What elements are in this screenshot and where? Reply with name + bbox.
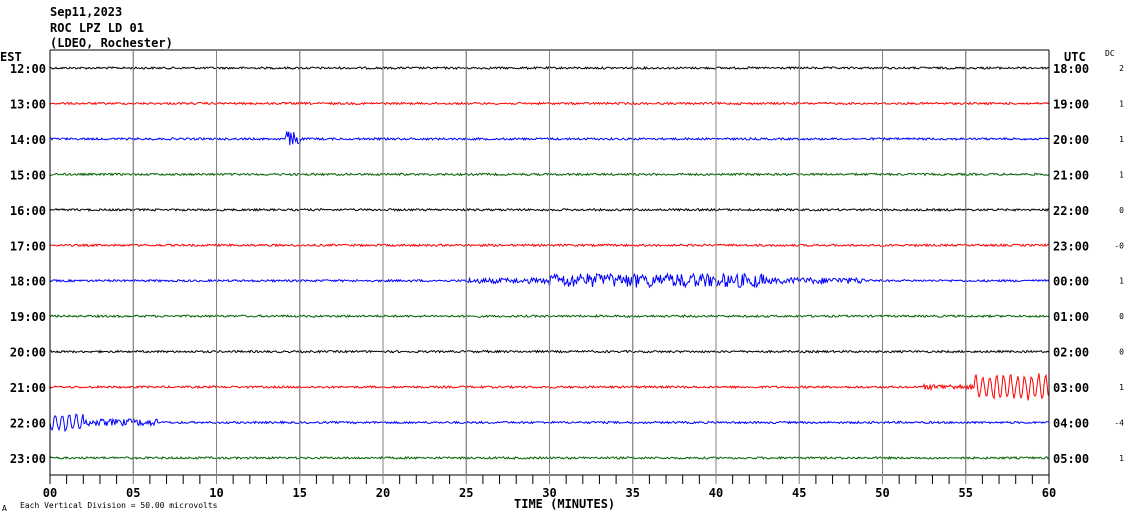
utc-row-label: 05:00: [1053, 452, 1089, 466]
utc-row-label: 20:00: [1053, 133, 1089, 147]
dc-value: 0: [1119, 206, 1124, 215]
date-label: Sep11,2023: [50, 5, 122, 19]
x-tick-label: 60: [1042, 486, 1056, 500]
est-row-label: 21:00: [10, 381, 46, 395]
est-row-label: 23:00: [10, 452, 46, 466]
dc-value: 2: [1119, 64, 1124, 73]
dc-value: 1: [1119, 383, 1124, 392]
utc-row-label: 00:00: [1053, 275, 1089, 289]
est-axis-title: EST: [0, 50, 22, 64]
network-label: (LDEO, Rochester): [50, 36, 173, 50]
utc-row-label: 01:00: [1053, 310, 1089, 324]
x-axis: 00 05 10 15 20 25 30 35 40 45 50 55 60: [43, 50, 1056, 500]
est-row-label: 15:00: [10, 168, 46, 182]
est-row-label: 22:00: [10, 417, 46, 431]
est-row-label: 19:00: [10, 310, 46, 324]
est-row-label: 13:00: [10, 97, 46, 111]
est-row-label: 20:00: [10, 346, 46, 360]
corner-mark: A: [2, 504, 7, 513]
x-tick-label: 10: [209, 486, 223, 500]
dc-value: 1: [1119, 135, 1124, 144]
est-row-label: 16:00: [10, 204, 46, 218]
station-label: ROC LPZ LD 01: [50, 21, 144, 35]
est-row-label: 17:00: [10, 239, 46, 253]
x-tick-label: 55: [959, 486, 973, 500]
utc-axis-title: UTC: [1064, 50, 1086, 64]
x-tick-label: 35: [626, 486, 640, 500]
x-tick-label: 00: [43, 486, 57, 500]
utc-row-label: 19:00: [1053, 97, 1089, 111]
x-tick-label: 20: [376, 486, 390, 500]
utc-row-label: 22:00: [1053, 204, 1089, 218]
dc-title: DC: [1105, 49, 1115, 58]
dc-value: 1: [1119, 99, 1124, 108]
dc-value: -4: [1114, 419, 1124, 428]
x-axis-label: TIME (MINUTES): [514, 497, 615, 511]
utc-row-label: 18:00: [1053, 62, 1089, 76]
dc-value: -0: [1114, 241, 1124, 250]
est-row-label: 12:00: [10, 62, 46, 76]
dc-value: 1: [1119, 277, 1124, 286]
dc-value: 1: [1119, 170, 1124, 179]
x-tick-label: 40: [709, 486, 723, 500]
x-tick-label: 30: [542, 486, 556, 500]
x-tick-label: 15: [293, 486, 307, 500]
row-labels: 12:00 18:00 2 13:00 19:00 1 14:00 20:00 1 15:00 21…: [10, 62, 1124, 466]
est-row-label: 18:00: [10, 275, 46, 289]
est-row-label: 14:00: [10, 133, 46, 147]
x-tick-label: 45: [792, 486, 806, 500]
x-tick-label: 50: [875, 486, 889, 500]
dc-value: 0: [1119, 348, 1124, 357]
utc-row-label: 02:00: [1053, 346, 1089, 360]
scale-note: Each Vertical Division = 50.00 microvolt…: [20, 501, 218, 510]
dc-value: 1: [1119, 454, 1124, 463]
utc-row-label: 04:00: [1053, 417, 1089, 431]
utc-row-label: 23:00: [1053, 239, 1089, 253]
dc-value: 0: [1119, 312, 1124, 321]
utc-row-label: 03:00: [1053, 381, 1089, 395]
x-tick-label: 25: [459, 486, 473, 500]
x-tick-label: 05: [126, 486, 140, 500]
utc-row-label: 21:00: [1053, 168, 1089, 182]
